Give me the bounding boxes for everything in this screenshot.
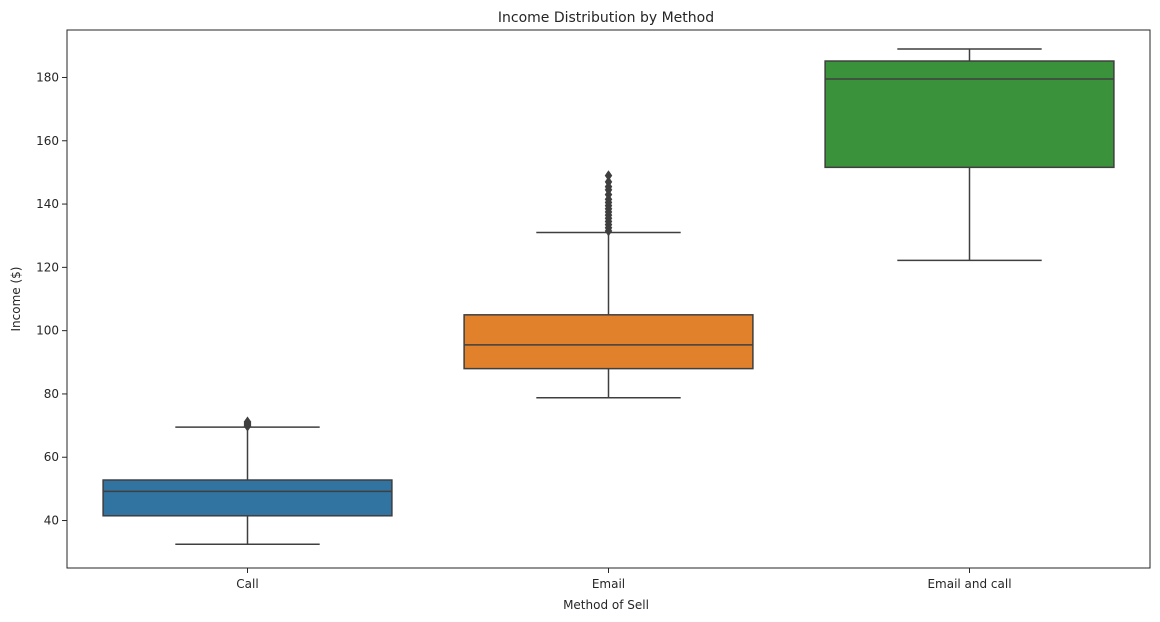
plot-area [102, 48, 1115, 546]
x-tick-label: Call [236, 577, 258, 591]
x-axis-label: Method of Sell [563, 598, 649, 612]
y-tick-label: 40 [44, 514, 59, 528]
iqr-box [102, 479, 393, 517]
x-axis: Call Email Email and call [236, 568, 1012, 591]
outlier-point [604, 170, 613, 182]
y-tick-label: 80 [44, 387, 59, 401]
y-tick-label: 120 [36, 260, 59, 274]
outlier-point [604, 176, 613, 188]
chart-title: Income Distribution by Method [498, 10, 714, 26]
x-tick-label: Email [592, 577, 625, 591]
box-call [102, 416, 393, 546]
box-email [463, 170, 754, 399]
x-tick-label: Email and call [927, 577, 1011, 591]
y-tick-label: 160 [36, 134, 59, 148]
y-tick-label: 140 [36, 197, 59, 211]
iqr-box [463, 314, 754, 370]
box-email-and-call [824, 48, 1115, 262]
y-tick-label: 60 [44, 450, 59, 464]
y-axis: 40 60 80 100 120 140 160 180 [36, 70, 67, 528]
iqr-box [824, 60, 1115, 169]
outlier-point [243, 416, 252, 428]
y-tick-label: 100 [36, 324, 59, 338]
y-axis-label: Income ($) [9, 267, 23, 332]
y-tick-label: 180 [36, 70, 59, 84]
